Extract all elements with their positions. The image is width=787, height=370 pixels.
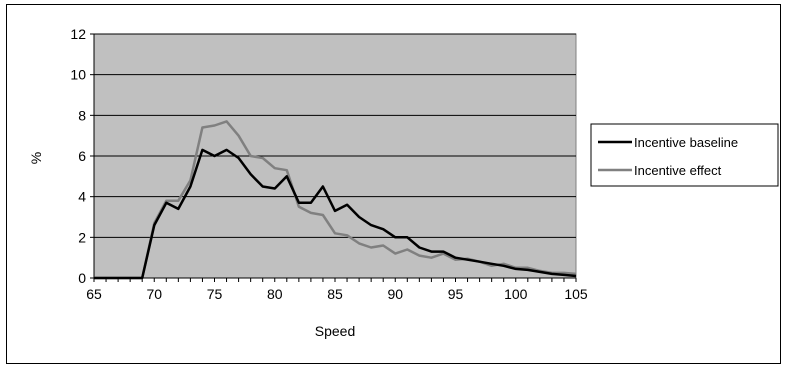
- x-axis-title: Speed: [315, 323, 355, 339]
- y-tick-label: 4: [78, 189, 86, 205]
- grid-lines: [94, 33, 576, 238]
- axes: 0 2 4 6 8 10 12 65 70 75 80 85 90 95 100 105: [70, 26, 587, 302]
- legend-box: [590, 123, 779, 187]
- x-tick-label: 100: [504, 286, 528, 302]
- y-tick-label: 12: [70, 26, 86, 42]
- series-line-1: [94, 148, 577, 280]
- y-tick-label: 6: [78, 148, 86, 164]
- x-tick-label: 90: [387, 286, 403, 302]
- y-tick-label: 0: [78, 270, 86, 286]
- legend-label: Incentive baseline: [634, 135, 738, 150]
- y-tick-label: 8: [78, 107, 86, 123]
- y-axis-title: %: [28, 152, 44, 164]
- legend: Incentive baseline Incentive effect: [590, 123, 779, 187]
- x-tick-label: 75: [207, 286, 223, 302]
- x-tick-label: 70: [146, 286, 162, 302]
- y-tick-label: 2: [78, 229, 86, 245]
- series-lines: [94, 120, 577, 280]
- x-tick-label: 65: [86, 286, 102, 302]
- x-tick-label: 80: [267, 286, 283, 302]
- x-tick-label: 105: [564, 286, 588, 302]
- legend-label: Incentive effect: [634, 163, 722, 178]
- x-tick-label: 85: [327, 286, 343, 302]
- y-tick-label: 10: [70, 67, 86, 83]
- x-tick-label: 95: [448, 286, 464, 302]
